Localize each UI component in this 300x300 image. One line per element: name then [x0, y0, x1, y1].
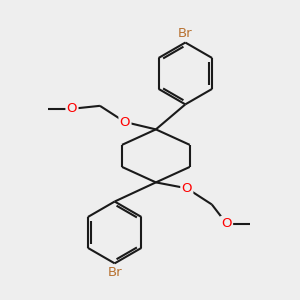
Text: O: O [221, 217, 232, 230]
Text: O: O [120, 116, 130, 128]
Text: O: O [67, 102, 77, 115]
Text: Br: Br [178, 27, 193, 40]
Text: Br: Br [107, 266, 122, 279]
Text: O: O [182, 182, 192, 195]
